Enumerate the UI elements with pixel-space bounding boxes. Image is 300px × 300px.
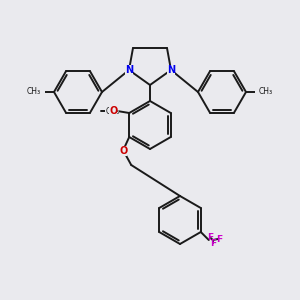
Text: O: O xyxy=(119,146,127,156)
Text: N: N xyxy=(167,65,175,75)
Text: F: F xyxy=(216,235,222,244)
Text: CH₃: CH₃ xyxy=(259,88,273,97)
Text: CH₃: CH₃ xyxy=(27,88,41,97)
Text: CH₃: CH₃ xyxy=(105,106,119,116)
Text: O: O xyxy=(109,106,117,116)
Text: N: N xyxy=(125,65,133,75)
Text: F: F xyxy=(207,232,213,242)
Text: F: F xyxy=(210,239,216,248)
